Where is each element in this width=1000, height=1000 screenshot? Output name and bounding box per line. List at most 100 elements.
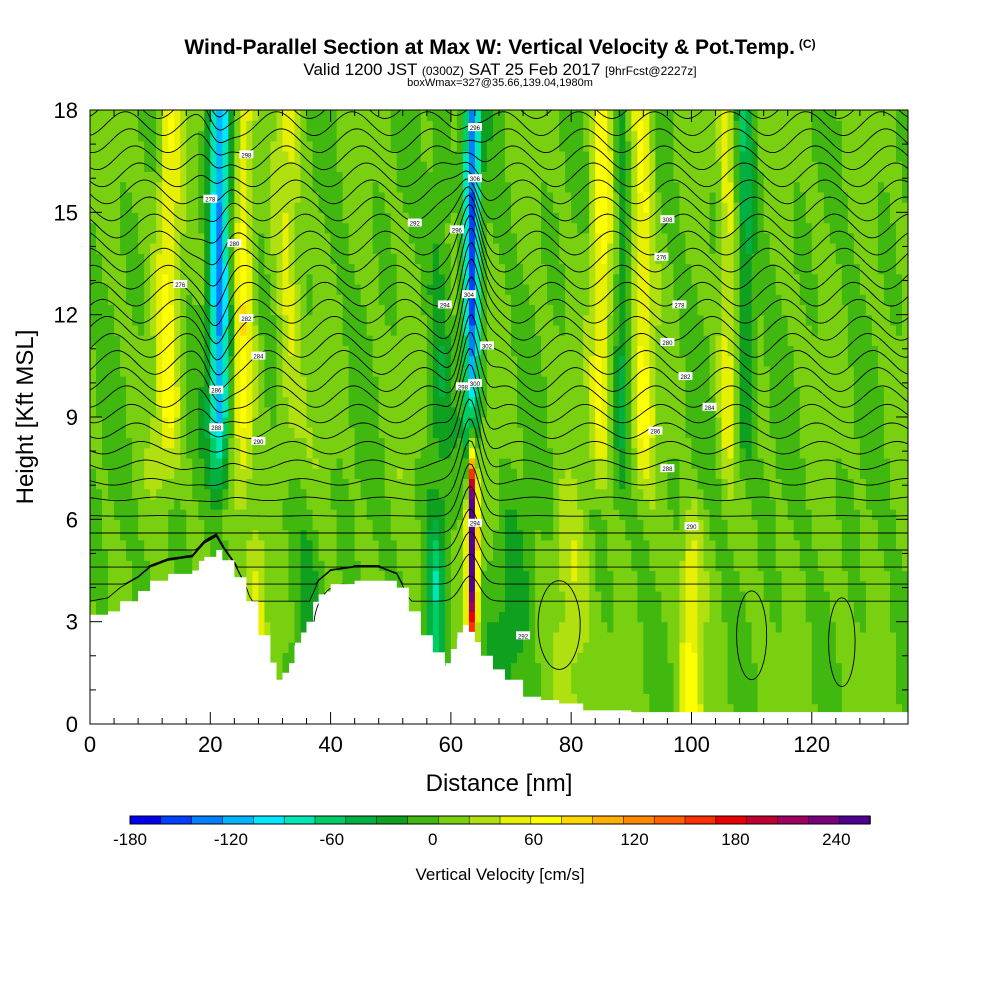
field-cell — [174, 406, 181, 418]
field-cell — [601, 202, 608, 213]
field-cell — [126, 181, 133, 193]
field-cell — [294, 161, 302, 172]
field-cell — [625, 509, 632, 520]
field-cell — [613, 601, 620, 613]
field-cell — [631, 662, 638, 674]
field-cell — [583, 631, 590, 643]
field-cell — [372, 386, 380, 398]
field-cell — [571, 110, 578, 121]
field-cell — [643, 662, 650, 674]
field-cell — [426, 406, 434, 418]
field-cell — [126, 529, 133, 541]
field-cell — [462, 161, 470, 172]
field-cell — [499, 386, 506, 398]
field-cell — [511, 335, 518, 346]
field-cell — [565, 130, 572, 142]
field-cell — [366, 509, 374, 520]
field-cell — [438, 365, 446, 377]
field-cell — [655, 243, 662, 254]
field-cell — [420, 161, 428, 172]
field-cell — [210, 150, 217, 162]
field-cell — [252, 263, 260, 275]
field-cell — [547, 478, 554, 490]
field-cell — [378, 253, 386, 265]
field-cell — [324, 263, 332, 275]
field-cell — [505, 232, 512, 244]
field-cell — [90, 161, 97, 172]
field-cell — [270, 355, 278, 367]
field-cell — [432, 345, 440, 357]
field-cell — [492, 222, 500, 234]
field-cell — [126, 498, 133, 510]
field-cell — [523, 150, 530, 162]
field-cell — [420, 560, 428, 572]
field-cell — [601, 150, 608, 162]
field-cell — [114, 417, 121, 428]
field-cell — [577, 181, 584, 193]
field-cell — [330, 181, 338, 193]
field-cell — [637, 273, 644, 285]
field-cell — [631, 345, 638, 357]
field-cell — [535, 417, 542, 428]
field-cell — [162, 488, 169, 500]
field-cell — [499, 120, 506, 132]
field-cell — [649, 488, 656, 500]
field-cell — [565, 222, 572, 234]
field-cell — [306, 130, 314, 142]
field-cell — [595, 683, 602, 694]
field-cell — [288, 150, 296, 162]
field-cell — [354, 396, 362, 408]
field-cell — [258, 345, 266, 357]
field-cell — [252, 550, 260, 561]
field-cell — [619, 345, 626, 357]
field-cell — [637, 161, 644, 172]
field-cell — [426, 335, 434, 346]
field-cell — [480, 560, 488, 572]
field-cell — [595, 110, 602, 121]
field-cell — [318, 181, 326, 193]
field-cell — [360, 498, 368, 510]
field-cell — [372, 376, 380, 387]
field-cell — [571, 294, 578, 306]
field-cell — [246, 488, 253, 500]
field-cell — [168, 314, 175, 326]
field-cell — [432, 498, 440, 510]
field-cell — [348, 253, 356, 265]
field-cell — [372, 212, 380, 224]
field-cell — [96, 314, 103, 326]
field-cell — [276, 427, 284, 439]
field-cell — [577, 140, 584, 152]
field-cell — [192, 140, 199, 152]
field-cell — [168, 171, 175, 183]
field-cell — [541, 365, 548, 377]
field-cell — [318, 202, 326, 213]
field-cell — [306, 417, 314, 428]
field-cell — [553, 120, 560, 132]
field-cell — [324, 335, 332, 346]
field-cell — [174, 437, 181, 449]
field-cell — [474, 601, 482, 613]
field-cell — [372, 498, 380, 510]
field-cell — [535, 212, 542, 224]
field-cell — [258, 171, 266, 183]
field-cell — [180, 150, 187, 162]
field-cell — [342, 457, 350, 469]
field-cell — [222, 468, 229, 479]
field-cell — [168, 253, 175, 265]
field-cell — [192, 150, 199, 162]
field-cell — [366, 437, 374, 449]
field-cell — [270, 560, 278, 572]
field-cell — [168, 437, 175, 449]
field-cell — [649, 590, 656, 602]
field-cell — [378, 386, 386, 398]
field-cell — [625, 406, 632, 418]
field-cell — [234, 222, 241, 234]
field-cell — [294, 294, 302, 306]
field-cell — [270, 457, 278, 469]
field-cell — [583, 509, 590, 520]
field-cell — [96, 171, 103, 183]
field-cell — [595, 580, 602, 592]
field-cell — [619, 590, 626, 602]
field-cell — [619, 457, 626, 469]
field-cell — [264, 457, 272, 469]
